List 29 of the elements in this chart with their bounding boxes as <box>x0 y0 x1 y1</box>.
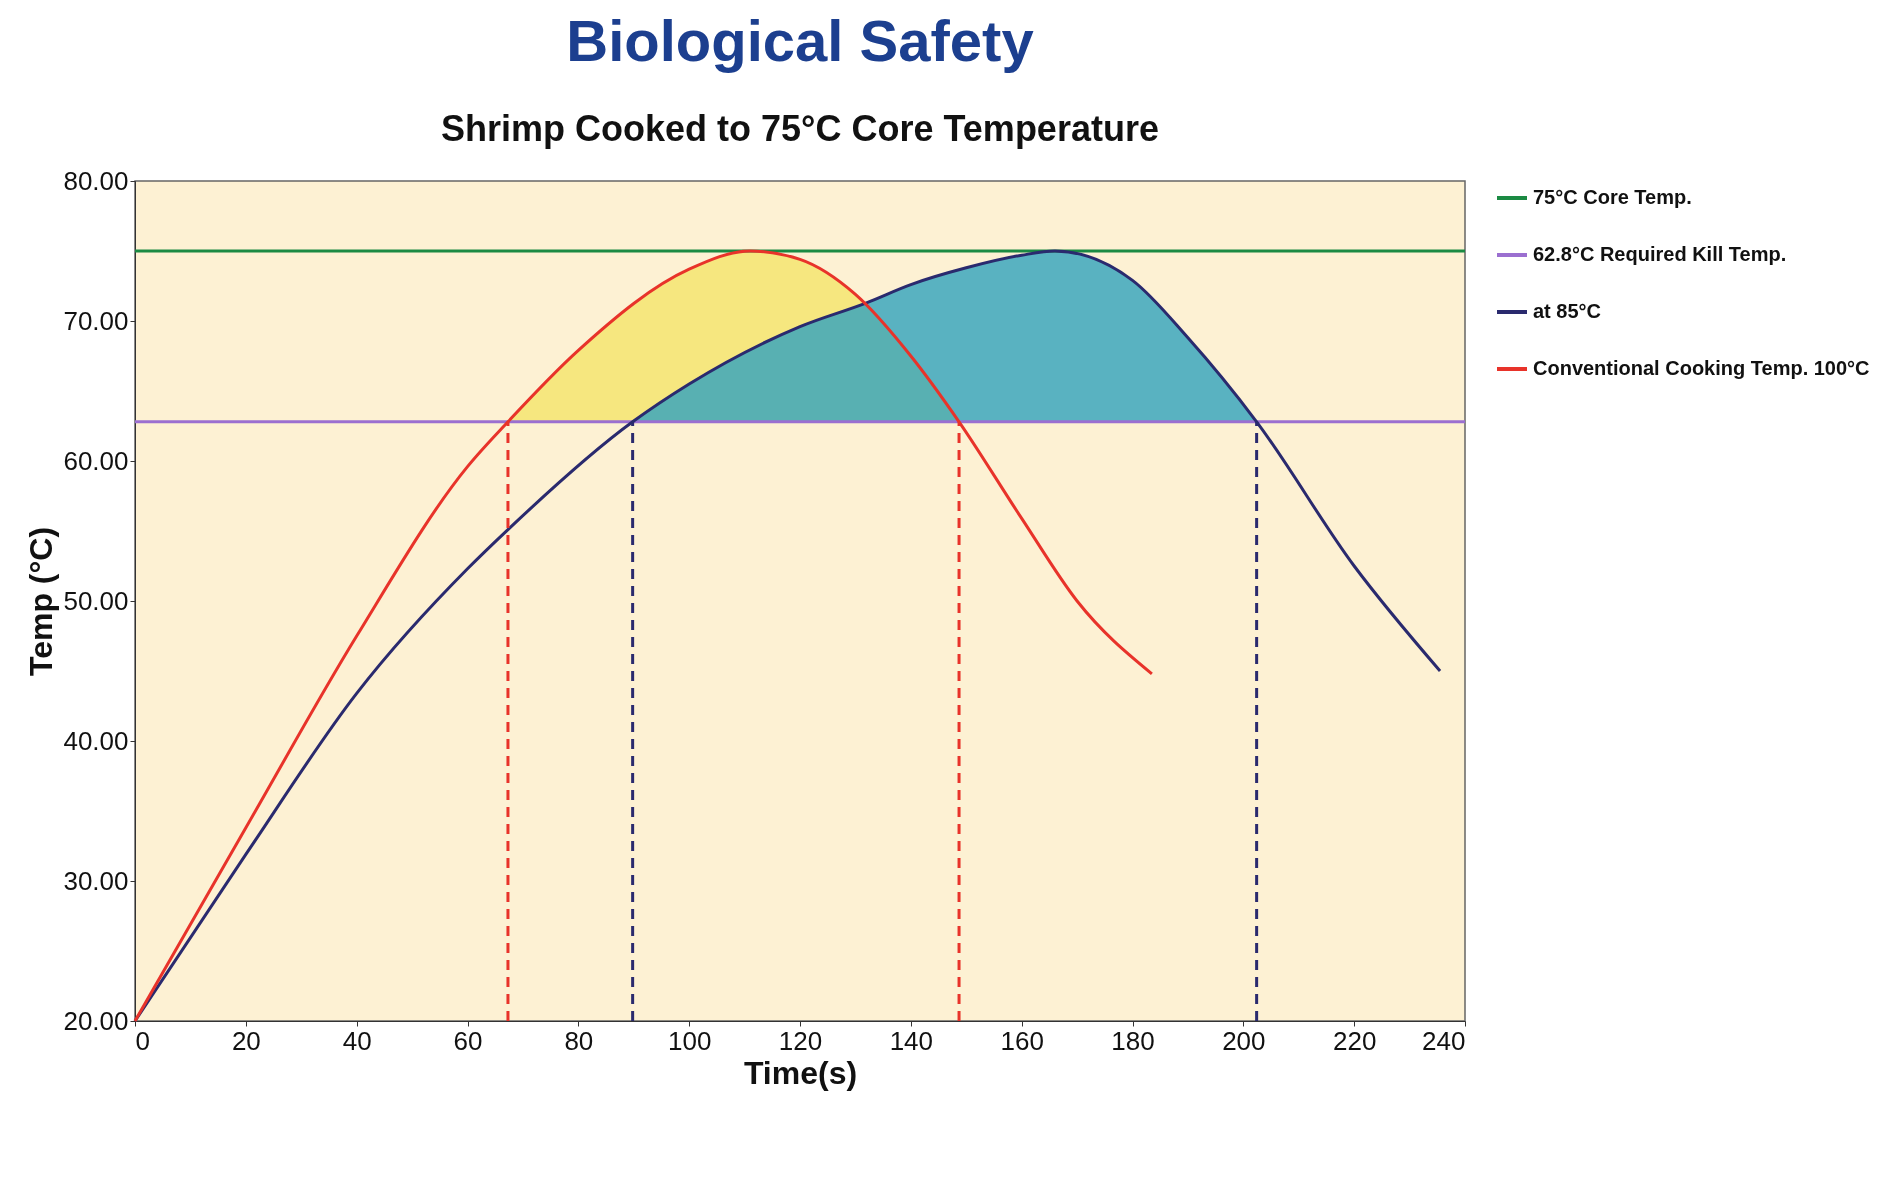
x-tick-label: 160 <box>1000 1025 1044 1056</box>
legend-label: 62.8°C Required Kill Temp. <box>1533 243 1787 265</box>
y-tick-label: 50.00 <box>63 585 129 616</box>
x-tick-label: 120 <box>778 1025 823 1056</box>
x-tick-label: 180 <box>1111 1025 1155 1056</box>
y-tick-label: 40.00 <box>63 725 129 756</box>
y-axis-title: Temp (°C) <box>23 526 60 677</box>
x-tick-label: 200 <box>1222 1025 1266 1056</box>
y-tick-label: 30.00 <box>63 865 129 896</box>
x-tick-label: 20 <box>231 1025 261 1056</box>
x-tick-label: 0 <box>135 1025 150 1056</box>
x-tick-label: 140 <box>889 1025 934 1056</box>
x-tick-label: 60 <box>453 1025 483 1056</box>
x-tick-label: 240 <box>1422 1025 1466 1056</box>
x-tick-label: 100 <box>667 1025 712 1056</box>
y-tick-label: 70.00 <box>63 305 129 336</box>
x-tick-label: 220 <box>1332 1025 1377 1056</box>
line-series <box>133 249 1154 1023</box>
chart-subtitle: Shrimp Cooked to 75°C Core Temperature <box>441 108 1159 149</box>
y-tick-label: 20.00 <box>63 1005 129 1036</box>
legend-label: 75°C Core Temp. <box>1533 186 1692 208</box>
y-tick-label: 60.00 <box>63 445 129 476</box>
x-axis-title: Time(s) <box>743 1054 858 1091</box>
legend-label: Conventional Cooking Temp. 100°C <box>1533 357 1870 379</box>
x-tick-label: 80 <box>564 1025 594 1056</box>
y-tick-label: 80.00 <box>63 165 129 196</box>
x-tick-label: 40 <box>342 1025 372 1056</box>
chart-title: Biological Safety <box>566 8 1034 73</box>
legend-label: at 85°C <box>1533 300 1602 322</box>
